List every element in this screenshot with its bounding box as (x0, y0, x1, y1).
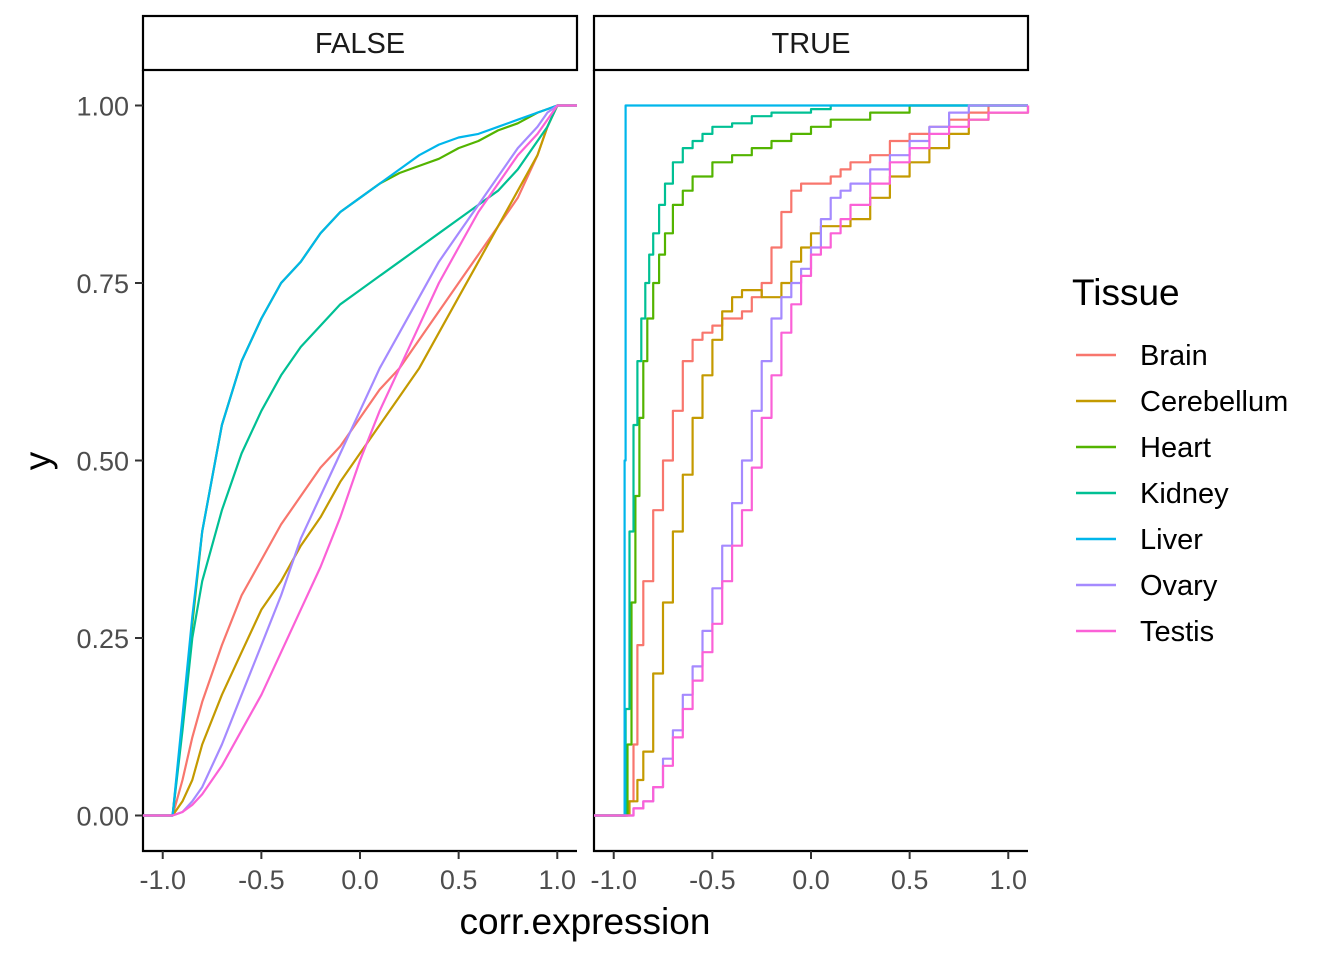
series-line-testis (594, 105, 1030, 817)
series-line-ovary (143, 104, 577, 817)
x-tick-label: 0.0 (792, 865, 830, 895)
x-tick-label: -1.0 (139, 865, 186, 895)
x-tick-label: -0.5 (689, 865, 736, 895)
y-tick-label: 0.50 (76, 447, 129, 477)
series-line-cerebellum (143, 104, 577, 817)
strip-label: FALSE (315, 28, 405, 60)
series-line-kidney (594, 104, 1028, 817)
series-line-liver (143, 104, 577, 817)
legend-item-heart: Heart (1076, 432, 1211, 464)
series-line-brain (143, 104, 577, 817)
y-tick-label: 0.00 (76, 802, 129, 832)
series-line-kidney (143, 104, 577, 817)
legend-label: Heart (1140, 432, 1211, 464)
legend-item-liver: Liver (1076, 524, 1203, 556)
legend: Tissue Brain Cerebellum Heart Kidney Liver Ov… (1072, 272, 1288, 648)
legend-item-cerebellum: Cerebellum (1076, 386, 1288, 418)
legend-label: Cerebellum (1140, 386, 1288, 418)
series-line-testis (143, 104, 577, 817)
x-tick-label: 0.5 (891, 865, 929, 895)
facet-panel-false: FALSE -1.0 -0.5 0.0 0.5 1.0 0.00 0.25 0.50 0.75 1.… (76, 14, 579, 895)
x-tick-label: 0.5 (440, 865, 478, 895)
legend-label: Kidney (1140, 478, 1229, 510)
y-tick-label: 0.75 (76, 269, 129, 299)
legend-item-testis: Testis (1076, 616, 1214, 648)
legend-label: Liver (1140, 524, 1203, 556)
y-tick-label: 1.00 (76, 92, 129, 122)
y-axis-title: y (17, 451, 58, 470)
x-tick-label: 1.0 (538, 865, 576, 895)
legend-item-kidney: Kidney (1076, 478, 1229, 510)
legend-item-ovary: Ovary (1076, 570, 1218, 602)
facet-panel-true: TRUE -1.0 -0.5 0.0 0.5 1.0 (590, 14, 1030, 895)
strip-label: TRUE (772, 28, 851, 60)
x-tick-label: 1.0 (989, 865, 1027, 895)
legend-title: Tissue (1072, 272, 1180, 313)
x-tick-label: -1.0 (590, 865, 637, 895)
strip-box (592, 14, 1030, 72)
x-tick-label: 0.0 (341, 865, 379, 895)
strip-box (141, 14, 579, 72)
legend-label: Ovary (1140, 570, 1218, 602)
facet-panels: FALSE -1.0 -0.5 0.0 0.5 1.0 0.00 0.25 0.50 0.75 1.… (76, 14, 1030, 895)
legend-label: Testis (1140, 616, 1214, 648)
legend-item-brain: Brain (1076, 340, 1208, 372)
legend-label: Brain (1140, 340, 1208, 372)
series-line-heart (594, 104, 1028, 817)
x-axis-title: corr.expression (460, 901, 711, 942)
y-tick-label: 0.25 (76, 624, 129, 654)
x-tick-label: -0.5 (238, 865, 285, 895)
